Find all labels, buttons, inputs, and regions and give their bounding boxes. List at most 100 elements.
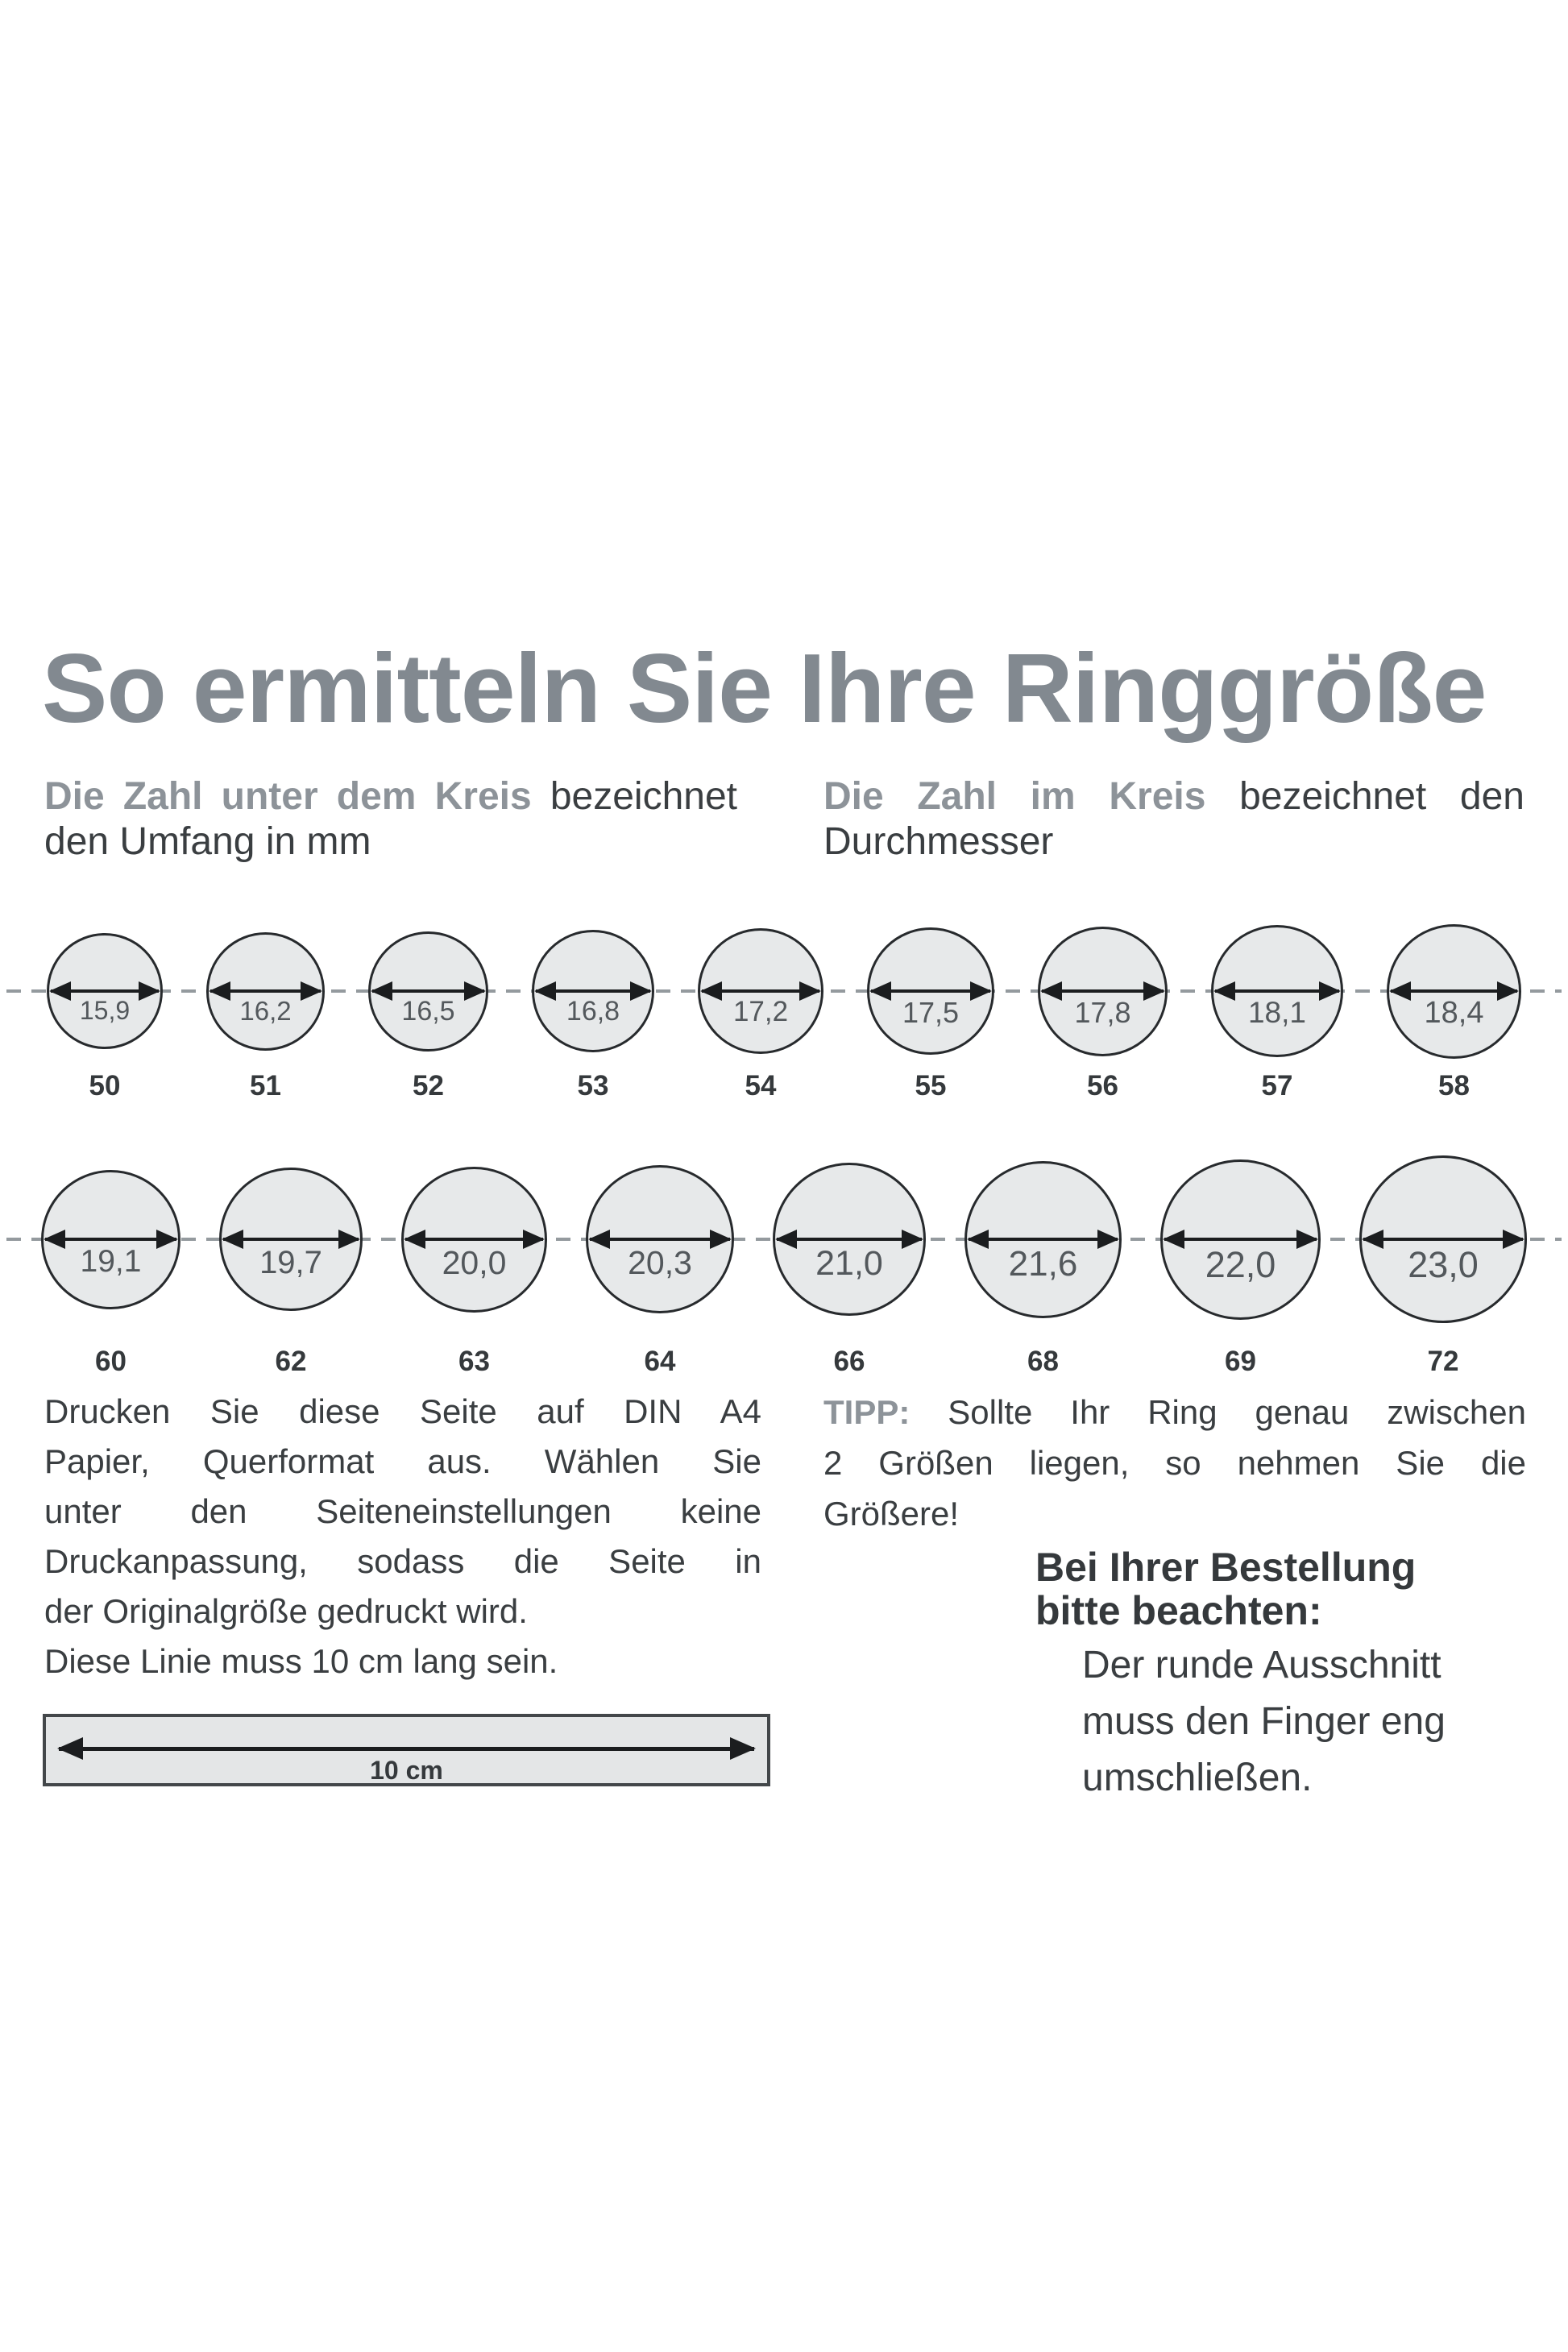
tip-line2: 2 Größen liegen, so nehmen Sie die	[823, 1444, 1526, 1482]
circumference-value: 60	[95, 1346, 127, 1377]
intro-diameter-note: Die Zahl im Kreis bezeichnet den Durchme…	[823, 774, 1524, 865]
circumference-value: 55	[915, 1070, 947, 1101]
diameter-value: 16,5	[401, 996, 455, 1027]
ring-size-item: 22,0 69	[1160, 1155, 1321, 1377]
diameter-arrow-icon	[405, 1238, 543, 1241]
print-line: Druckanpassung, sodass die Seite in	[44, 1542, 761, 1580]
ring-circle: 19,7	[219, 1168, 363, 1311]
circumference-value: 69	[1225, 1346, 1256, 1377]
ring-size-item: 16,2 51	[206, 923, 325, 1101]
ring-circle: 17,5	[867, 927, 994, 1055]
diameter-arrow-icon	[1215, 989, 1339, 993]
order-text-line3: umschließen.	[1082, 1757, 1313, 1799]
ring-size-item: 17,8 56	[1038, 923, 1168, 1101]
ring-circle: 20,3	[586, 1165, 734, 1313]
order-heading-line2: bitte beachten:	[1035, 1588, 1322, 1633]
intro-left-rest: bezeichnet	[531, 775, 737, 818]
ring-circle: 15,9	[47, 933, 163, 1049]
diameter-value: 23,0	[1408, 1244, 1479, 1285]
intro-right-highlight: Die Zahl im Kreis	[823, 775, 1206, 818]
ring-size-item: 23,0 72	[1359, 1155, 1527, 1377]
ring-size-item: 17,2 54	[698, 923, 823, 1101]
circumference-value: 50	[89, 1070, 121, 1101]
diameter-arrow-icon	[1391, 989, 1517, 993]
circumference-value: 58	[1438, 1070, 1470, 1101]
ring-size-item: 19,1 60	[41, 1155, 180, 1377]
diameter-value: 20,0	[442, 1244, 507, 1281]
diameter-arrow-icon	[1164, 1238, 1317, 1241]
tip-line1: TIPP: Sollte Ihr Ring genau zwischen	[823, 1387, 1526, 1437]
diameter-value: 20,3	[628, 1244, 692, 1281]
ring-circle: 16,5	[368, 931, 488, 1052]
tip-label: TIPP:	[823, 1393, 911, 1431]
circumference-value: 66	[833, 1346, 865, 1377]
diameter-arrow-icon	[702, 989, 819, 993]
ring-size-item: 15,9 50	[47, 923, 163, 1101]
diameter-value: 21,0	[815, 1244, 883, 1283]
order-heading-line1: Bei Ihrer Bestellung	[1035, 1545, 1417, 1590]
ring-circle: 23,0	[1359, 1155, 1527, 1323]
intro-left-line2: den Umfang in mm	[44, 820, 371, 863]
print-line: Drucken Sie diese Seite auf DIN A4	[44, 1392, 761, 1430]
intro-right-line1: Die Zahl im Kreis bezeichnet den	[823, 774, 1524, 819]
diameter-value: 16,8	[566, 996, 620, 1027]
ring-circle: 21,0	[773, 1163, 926, 1316]
ring-circle: 16,8	[532, 930, 654, 1052]
ring-size-item: 21,6 68	[964, 1155, 1122, 1377]
ring-size-item: 19,7 62	[219, 1155, 363, 1377]
circumference-value: 52	[413, 1070, 444, 1101]
circumference-value: 63	[458, 1346, 490, 1377]
order-text-line1: Der runde Ausschnitt	[1082, 1644, 1441, 1686]
ring-circle: 20,0	[401, 1166, 547, 1313]
ruler-arrow-icon	[59, 1746, 754, 1751]
circumference-value: 62	[275, 1346, 307, 1377]
circumference-value: 53	[577, 1070, 609, 1101]
order-text: Der runde Ausschnitt muss den Finger eng…	[1082, 1637, 1526, 1807]
intro-left-highlight: Die Zahl unter dem Kreis	[44, 775, 532, 818]
diameter-arrow-icon	[1363, 1238, 1523, 1241]
diameter-arrow-icon	[223, 1238, 359, 1241]
diameter-arrow-icon	[969, 1238, 1118, 1241]
diameter-arrow-icon	[1042, 989, 1164, 993]
ring-size-item: 16,8 53	[532, 923, 654, 1101]
ring-size-item: 21,0 66	[773, 1155, 926, 1377]
diameter-value: 15,9	[79, 996, 131, 1025]
intro-right-rest: bezeichnet den	[1205, 775, 1524, 818]
print-instructions: Drucken Sie diese Seite auf DIN A4 Papie…	[44, 1387, 761, 1686]
diameter-value: 17,8	[1074, 996, 1131, 1029]
ring-size-item: 20,0 63	[401, 1155, 547, 1377]
diameter-arrow-icon	[777, 1238, 922, 1241]
order-text-line2: muss den Finger eng	[1082, 1700, 1446, 1743]
circumference-value: 64	[644, 1346, 676, 1377]
diameter-arrow-icon	[210, 989, 321, 993]
order-heading: Bei Ihrer Bestellung bitte beachten:	[1035, 1545, 1526, 1632]
ring-circle: 18,1	[1211, 925, 1343, 1057]
circumference-value: 72	[1427, 1346, 1459, 1377]
ring-circle: 16,2	[206, 931, 325, 1051]
ring-size-item: 17,5 55	[867, 923, 994, 1101]
diameter-arrow-icon	[590, 1238, 730, 1241]
print-line: Papier, Querformat aus. Wählen Sie	[44, 1442, 761, 1480]
print-line: unter den Seiteneinstellungen keine	[44, 1492, 761, 1530]
ring-circle: 22,0	[1160, 1159, 1321, 1320]
ring-circle: 17,2	[698, 928, 823, 1054]
ten-cm-ruler: 10 cm	[43, 1714, 770, 1786]
diameter-value: 19,1	[80, 1244, 142, 1279]
diameter-value: 21,6	[1008, 1244, 1078, 1284]
tip-line1-rest: Sollte Ihr Ring genau zwischen	[910, 1393, 1526, 1431]
diameter-value: 19,7	[259, 1245, 322, 1280]
ring-row-50-58: 15,9 50 16,2 51 16,5 52 16,8 53 17,2 54 17,5 55 17,8…	[0, 923, 1568, 1101]
ring-circle: 21,6	[964, 1160, 1122, 1318]
tip-line3: Größere!	[823, 1495, 960, 1533]
ring-row-60-72: 19,1 60 19,7 62 20,0 63 20,3 64 21,0 66 21,6 68 22,0…	[0, 1155, 1568, 1377]
diameter-value: 17,5	[902, 996, 960, 1029]
diameter-value: 18,4	[1424, 996, 1484, 1030]
diameter-arrow-icon	[372, 989, 484, 993]
diameter-value: 22,0	[1205, 1244, 1276, 1285]
intro-circumference-note: Die Zahl unter dem Kreis bezeichnet den …	[44, 774, 737, 865]
ring-size-item: 18,4 58	[1387, 923, 1521, 1101]
intro-right-line2: Durchmesser	[823, 820, 1054, 863]
ring-circle: 19,1	[41, 1169, 180, 1309]
ruler-label: 10 cm	[370, 1756, 443, 1785]
